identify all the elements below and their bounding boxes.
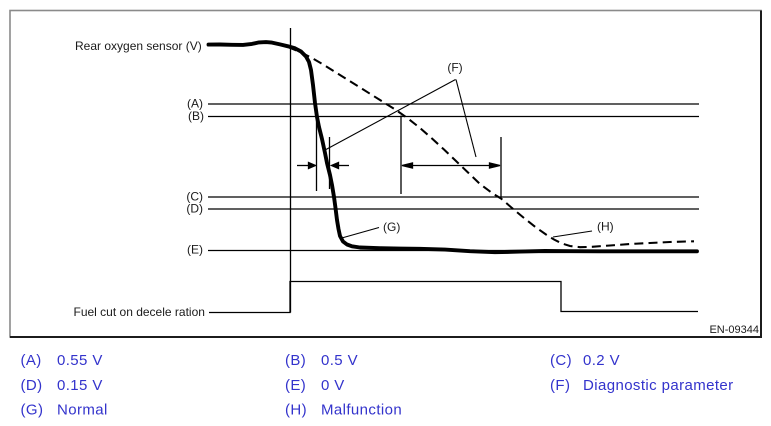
svg-text:EN-09344: EN-09344 — [709, 324, 759, 336]
svg-text:(F): (F) — [447, 61, 462, 75]
svg-text:(A): (A) — [21, 352, 42, 369]
svg-text:0.2 V: 0.2 V — [583, 352, 620, 369]
svg-text:(H): (H) — [597, 220, 614, 234]
svg-text:Diagnostic parameter: Diagnostic parameter — [583, 377, 734, 394]
svg-text:(A): (A) — [187, 97, 203, 111]
svg-text:Normal: Normal — [57, 402, 108, 419]
svg-text:Malfunction: Malfunction — [321, 402, 402, 419]
svg-text:(G): (G) — [21, 402, 44, 419]
svg-text:(C): (C) — [550, 352, 572, 369]
svg-text:0.15 V: 0.15 V — [57, 377, 103, 394]
svg-text:(D): (D) — [21, 377, 43, 394]
svg-text:(C): (C) — [186, 190, 203, 204]
svg-text:(F): (F) — [550, 377, 570, 394]
svg-text:(B): (B) — [285, 352, 306, 369]
svg-text:(B): (B) — [188, 109, 204, 123]
svg-text:0 V: 0 V — [321, 377, 345, 394]
svg-text:(E): (E) — [187, 243, 203, 257]
svg-text:(D): (D) — [186, 202, 203, 216]
svg-text:(G): (G) — [383, 220, 400, 234]
svg-text:Rear oxygen sensor (V): Rear oxygen sensor (V) — [75, 39, 202, 53]
svg-text:(H): (H) — [285, 402, 307, 419]
svg-text:0.55 V: 0.55 V — [57, 352, 103, 369]
svg-text:(E): (E) — [285, 377, 306, 394]
svg-text:0.5 V: 0.5 V — [321, 352, 358, 369]
svg-text:Fuel cut on decele ration: Fuel cut on decele ration — [74, 305, 205, 319]
